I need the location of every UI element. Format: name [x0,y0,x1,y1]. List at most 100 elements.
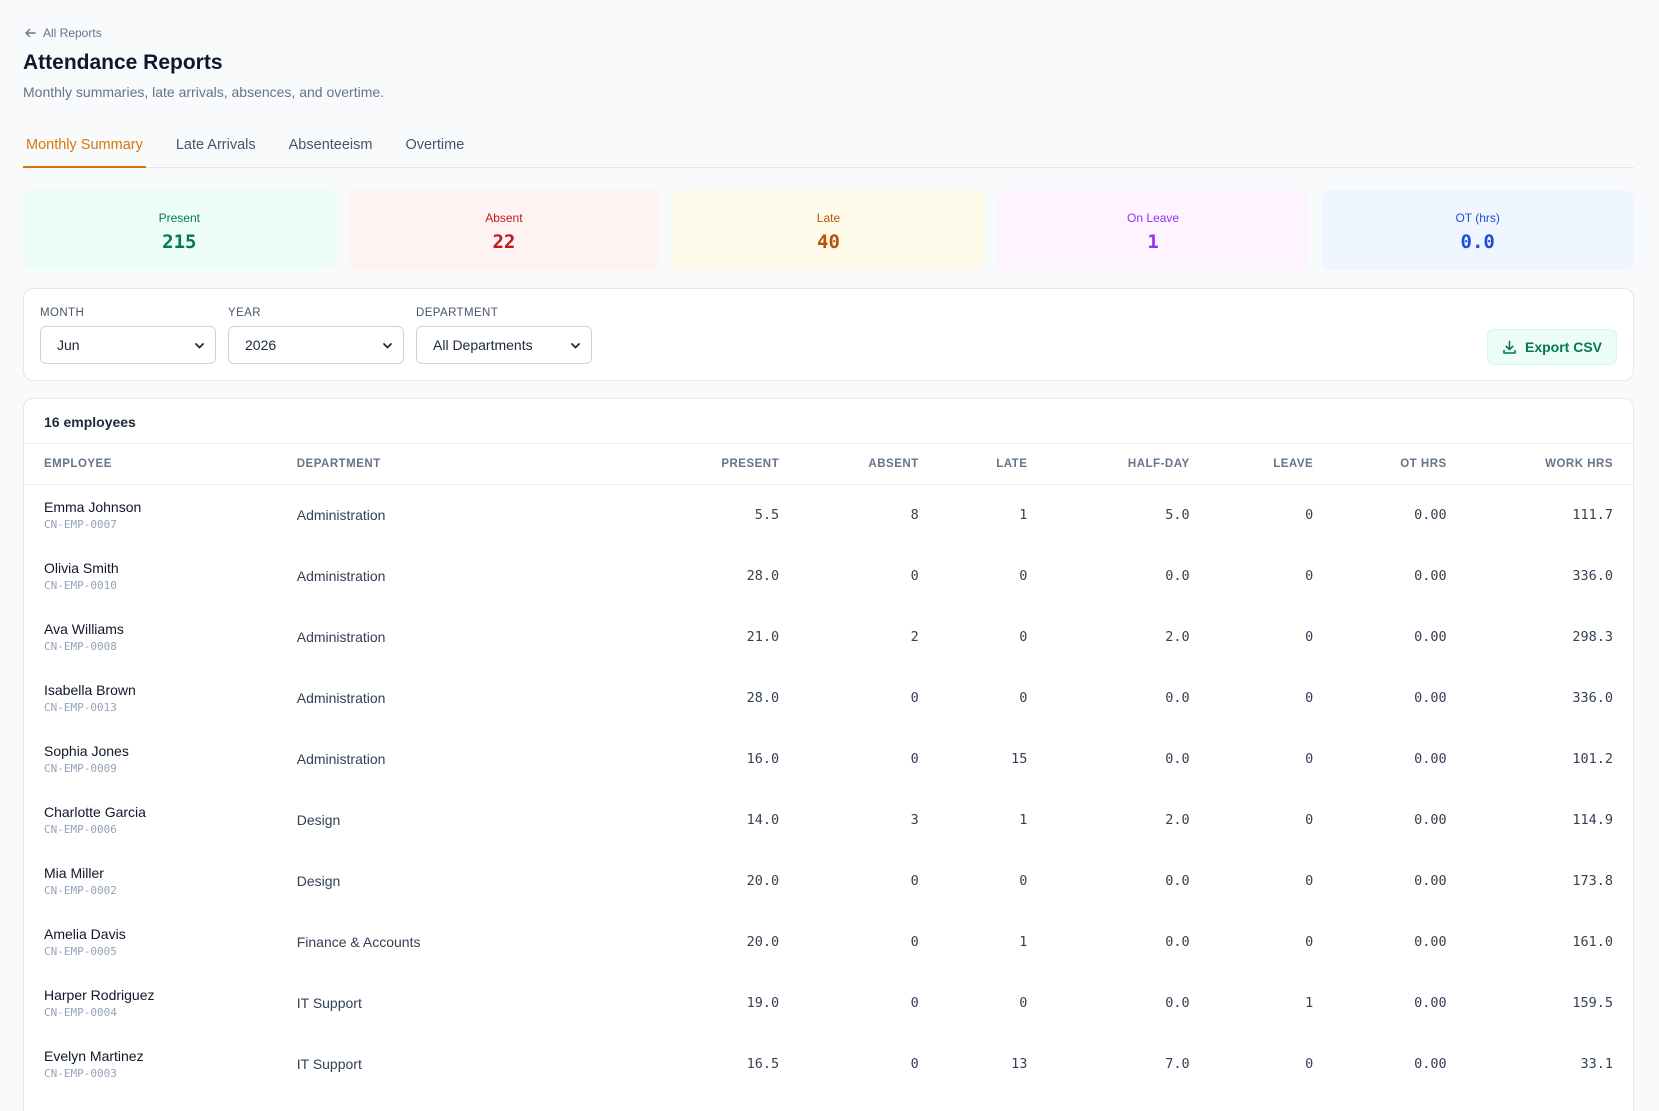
work-hrs-cell: 336.0 [1572,567,1613,584]
stat-value: 1 [1147,231,1159,253]
page-title: Attendance Reports [23,51,223,74]
leave-cell: 0 [1305,1055,1314,1072]
employee-code: CN-EMP-0008 [44,639,117,653]
employee-code: CN-EMP-0002 [44,883,117,897]
department-select[interactable]: All Departments [416,326,592,364]
chevron-down-icon [383,342,392,348]
employee-name: Ava Williams [44,620,124,637]
table-row[interactable]: Mia Miller CN-EMP-0002 Design 20.0 0 0 0.0 0 0.0… [24,850,1633,911]
column-header-department: Department [276,444,651,485]
download-icon [1503,340,1516,354]
late-cell: 1 [1019,933,1028,950]
stat-card-absent: Absent 22 [347,190,661,270]
leave-cell: 0 [1305,933,1314,950]
tab-absenteeism[interactable]: Absenteeism [288,137,373,153]
employee-cell: Sophia Jones CN-EMP-0009 [24,728,277,789]
department-cell: Design [296,872,341,889]
table-row[interactable]: Evelyn Martinez CN-EMP-0003 IT Support 16.5… [24,1033,1633,1094]
ot-hrs-cell: 0.00 [1414,1055,1447,1072]
tab-overtime[interactable]: Overtime [405,137,465,153]
employee-name: Isabella Brown [44,681,136,698]
stat-cards: Present 215 Absent 22 Late 40 On Leave 1… [23,190,1634,270]
chevron-down-icon [195,342,204,348]
table-row[interactable]: Olivia Smith CN-EMP-0010 Administration 28.… [24,545,1633,606]
column-header-employee: Employee [24,444,277,485]
half-day-cell: 0.0 [1165,689,1190,706]
employee-code: CN-EMP-0005 [44,944,117,958]
chevron-down-icon [571,342,580,348]
employee-code: CN-EMP-0004 [44,1005,117,1019]
late-cell: 1 [1019,506,1028,523]
table-row[interactable]: Isabella Brown CN-EMP-0013 Administration 2… [24,667,1633,728]
month-select[interactable]: Jun [40,326,216,364]
page-subtitle: Monthly summaries, late arrivals, absenc… [23,84,385,100]
employee-code: CN-EMP-0009 [44,761,117,775]
report-tabs: Monthly Summary Late Arrivals Absenteeis… [23,126,1634,168]
half-day-cell: 2.0 [1165,628,1190,645]
absent-cell: 0 [910,567,919,584]
table-row[interactable]: Ava Williams CN-EMP-0008 Administration 21.… [24,606,1633,667]
attendance-table: Employee Department Present Absent Late … [24,444,1633,1094]
ot-hrs-cell: 0.00 [1414,689,1447,706]
year-select[interactable]: 2026 [228,326,404,364]
work-hrs-cell: 298.3 [1572,628,1613,645]
present-cell: 28.0 [746,567,780,584]
present-cell: 16.5 [746,1055,780,1072]
leave-cell: 0 [1305,689,1314,706]
stat-card-on-leave: On Leave 1 [996,190,1310,270]
employee-cell: Evelyn Martinez CN-EMP-0003 [24,1033,277,1094]
year-filter: Year 2026 [228,307,404,364]
leave-cell: 0 [1305,506,1314,523]
stat-card-late: Late 40 [672,190,985,270]
leave-cell: 0 [1305,811,1314,828]
employee-count: 16 employees [24,399,1633,444]
present-cell: 16.0 [746,750,780,767]
stat-label: Absent [485,211,523,225]
column-header-ot-hrs: OT Hrs [1333,444,1467,485]
department-label: Department [416,307,499,319]
present-cell: 20.0 [746,933,780,950]
employee-code: CN-EMP-0003 [44,1066,117,1080]
tab-monthly-summary[interactable]: Monthly Summary [23,126,146,168]
ot-hrs-cell: 0.00 [1414,933,1447,950]
half-day-cell: 7.0 [1165,1055,1190,1072]
department-cell: Administration [296,689,386,706]
employee-code: CN-EMP-0007 [44,517,117,531]
leave-cell: 0 [1305,872,1314,889]
arrow-left-icon [25,28,36,38]
present-cell: 28.0 [746,689,780,706]
tab-late-arrivals[interactable]: Late Arrivals [175,137,256,153]
stat-label: On Leave [1127,211,1180,225]
ot-hrs-cell: 0.00 [1414,872,1447,889]
employee-cell: Harper Rodriguez CN-EMP-0004 [24,972,277,1033]
late-cell: 15 [1011,750,1028,767]
table-row[interactable]: Sophia Jones CN-EMP-0009 Administration 16.… [24,728,1633,789]
work-hrs-cell: 111.7 [1572,506,1613,523]
department-cell: IT Support [296,994,362,1011]
department-cell: Administration [296,750,386,767]
table-row[interactable]: Emma Johnson CN-EMP-0007 Administration 5.5… [24,484,1633,545]
export-csv-button[interactable]: Export CSV [1486,329,1617,365]
employee-name: Harper Rodriguez [44,986,155,1003]
late-cell: 13 [1011,1055,1028,1072]
back-link-all-reports[interactable]: All Reports [24,26,102,40]
stat-label: Present [158,211,200,225]
table-row[interactable]: Charlotte Garcia CN-EMP-0006 Design 14.0 3 1 2… [24,789,1633,850]
present-cell: 5.5 [754,506,780,523]
department-cell: Design [296,811,341,828]
late-cell: 1 [1019,811,1028,828]
table-row[interactable]: Harper Rodriguez CN-EMP-0004 IT Support 19.… [24,972,1633,1033]
employee-code: CN-EMP-0006 [44,822,117,836]
table-header-row: Employee Department Present Absent Late … [24,444,1633,485]
employee-name: Olivia Smith [44,559,119,576]
leave-cell: 0 [1305,628,1314,645]
employee-cell: Mia Miller CN-EMP-0002 [24,850,277,911]
column-header-work-hrs: Work Hrs [1466,444,1633,485]
table-row[interactable]: Amelia Davis CN-EMP-0005 Finance & Account… [24,911,1633,972]
column-header-absent: Absent [799,444,939,485]
column-header-present: Present [650,444,800,485]
back-link-label: All Reports [43,26,102,40]
leave-cell: 0 [1305,750,1314,767]
month-filter: Month Jun [40,307,216,364]
leave-cell: 1 [1305,994,1314,1011]
